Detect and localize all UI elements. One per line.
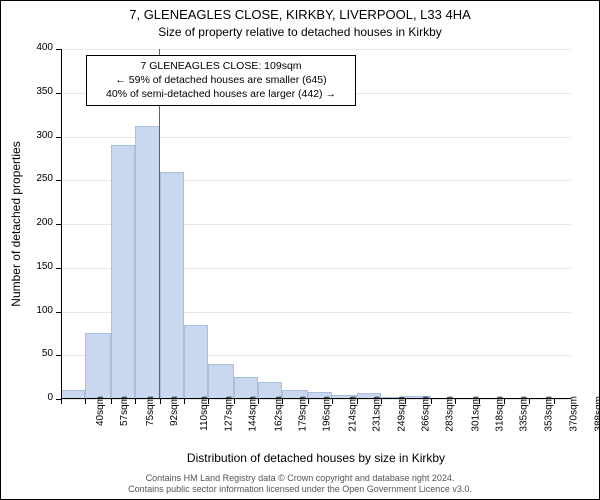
histogram-bar [85, 333, 111, 399]
grid-line [61, 49, 571, 50]
x-tick-mark [479, 399, 480, 404]
x-tick-mark [282, 399, 283, 404]
y-tick-label: 200 [13, 217, 53, 228]
x-tick-mark [308, 399, 309, 404]
y-tick-label: 0 [13, 392, 53, 403]
x-tick-mark [208, 399, 209, 404]
x-tick-mark [258, 399, 259, 404]
histogram-bar [184, 325, 208, 399]
x-tick-mark [111, 399, 112, 404]
chart-title: 7, GLENEAGLES CLOSE, KIRKBY, LIVERPOOL, … [1, 7, 599, 22]
x-axis-line [61, 398, 571, 399]
footer-line-2: Contains public sector information licen… [1, 484, 599, 495]
plot-inner: 05010015020025030035040040sqm57sqm75sqm9… [61, 49, 571, 399]
x-tick-label: 75sqm [145, 396, 156, 426]
footer-line-1: Contains HM Land Registry data © Crown c… [1, 473, 599, 484]
x-tick-label: 370sqm [568, 396, 579, 432]
y-tick-label: 400 [13, 42, 53, 53]
y-axis-line [61, 49, 62, 399]
x-tick-mark [431, 399, 432, 404]
x-tick-mark [135, 399, 136, 404]
histogram-bar [208, 364, 234, 399]
footer: Contains HM Land Registry data © Crown c… [1, 473, 599, 495]
x-tick-mark [234, 399, 235, 404]
x-tick-label: 92sqm [169, 396, 180, 426]
y-tick-label: 250 [13, 173, 53, 184]
x-tick-mark [357, 399, 358, 404]
histogram-bar [111, 145, 135, 399]
y-tick-label: 350 [13, 86, 53, 97]
annotation-line: ← 59% of detached houses are smaller (64… [95, 73, 347, 87]
annotation-box: 7 GLENEAGLES CLOSE: 109sqm← 59% of detac… [86, 55, 356, 106]
annotation-line: 40% of semi-detached houses are larger (… [95, 87, 347, 101]
y-tick-label: 300 [13, 130, 53, 141]
x-axis-label: Distribution of detached houses by size … [61, 451, 571, 465]
y-tick-label: 150 [13, 261, 53, 272]
y-tick-label: 100 [13, 305, 53, 316]
x-tick-mark [381, 399, 382, 404]
x-tick-mark [554, 399, 555, 404]
histogram-bar [135, 126, 161, 399]
annotation-line: 7 GLENEAGLES CLOSE: 109sqm [95, 59, 347, 73]
chart-container: 7, GLENEAGLES CLOSE, KIRKBY, LIVERPOOL, … [0, 0, 600, 500]
histogram-bar [160, 172, 184, 400]
y-tick-label: 50 [13, 348, 53, 359]
plot-area: 05010015020025030035040040sqm57sqm75sqm9… [61, 49, 571, 399]
x-tick-label: 388sqm [594, 396, 600, 432]
x-tick-mark [160, 399, 161, 404]
x-tick-mark [85, 399, 86, 404]
chart-subtitle: Size of property relative to detached ho… [1, 25, 599, 39]
x-tick-mark [504, 399, 505, 404]
x-tick-mark [455, 399, 456, 404]
x-tick-mark [332, 399, 333, 404]
x-tick-label: 40sqm [95, 396, 106, 426]
x-tick-mark [405, 399, 406, 404]
x-tick-mark [184, 399, 185, 404]
x-tick-label: 57sqm [119, 396, 130, 426]
x-tick-mark [529, 399, 530, 404]
x-tick-mark [61, 399, 62, 404]
